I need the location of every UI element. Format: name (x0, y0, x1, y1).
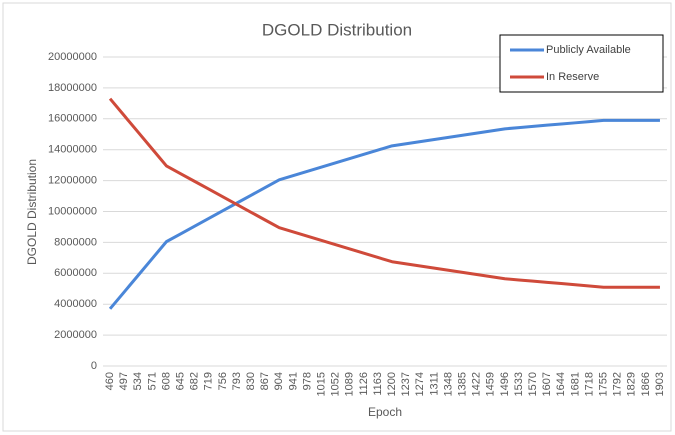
x-tick-label: 904 (273, 372, 285, 390)
x-tick-label: 719 (203, 372, 215, 390)
y-tick-label: 10000000 (48, 205, 97, 217)
x-tick-label: 1459 (485, 372, 497, 396)
y-tick-label: 18000000 (48, 82, 97, 94)
x-tick-label: 1792 (612, 372, 624, 396)
x-tick-label: 1422 (471, 372, 483, 396)
x-tick-label: 497 (118, 372, 130, 390)
x-tick-label: 1903 (654, 372, 666, 396)
x-tick-label: 793 (231, 372, 243, 390)
x-tick-label: 1274 (414, 372, 426, 396)
x-tick-label: 1015 (315, 372, 327, 396)
y-tick-label: 8000000 (54, 236, 97, 248)
series-line (108, 97, 660, 289)
x-tick-label: 571 (146, 372, 158, 390)
x-tick-label: 1607 (541, 372, 553, 396)
series-line (108, 118, 660, 310)
x-tick-label: 1533 (513, 372, 525, 396)
y-axis-title: DGOLD Distribution (25, 159, 39, 265)
x-tick-label: 682 (189, 372, 201, 390)
x-tick-label: 1052 (330, 372, 342, 396)
x-tick-label: 1570 (527, 372, 539, 396)
y-tick-label: 14000000 (48, 144, 97, 156)
x-tick-label: 1163 (372, 372, 384, 396)
y-tick-label: 20000000 (48, 51, 97, 63)
x-tick-label: 1866 (640, 372, 652, 396)
x-tick-label: 1200 (386, 372, 398, 396)
x-tick-label: 1311 (428, 372, 440, 396)
x-tick-label: 867 (259, 372, 271, 390)
chart-title: DGOLD Distribution (262, 20, 412, 39)
x-tick-label: 1829 (626, 372, 638, 396)
x-tick-label: 941 (287, 372, 299, 390)
x-tick-label: 608 (160, 372, 172, 390)
x-tick-label: 1644 (555, 372, 567, 396)
x-tick-label: 1681 (569, 372, 581, 396)
y-tick-label: 12000000 (48, 175, 97, 187)
x-tick-label: 1089 (344, 372, 356, 396)
x-tick-label: 1237 (400, 372, 412, 396)
legend-label: In Reserve (546, 71, 599, 83)
y-tick-label: 0 (91, 360, 97, 372)
x-tick-label: 978 (301, 372, 313, 390)
x-tick-label: 1348 (442, 372, 454, 396)
x-tick-label: 830 (245, 372, 257, 390)
legend-label: Publicly Available (546, 44, 631, 56)
x-tick-label: 1496 (499, 372, 511, 396)
x-tick-label: 1755 (597, 372, 609, 396)
x-tick-label: 1385 (456, 372, 468, 396)
legend-box (499, 34, 664, 93)
y-tick-label: 16000000 (48, 113, 97, 125)
x-tick-label: 756 (217, 372, 229, 390)
y-tick-label: 2000000 (54, 329, 97, 341)
x-tick-label: 1718 (583, 372, 595, 396)
x-tick-label: 1126 (358, 372, 370, 396)
y-tick-label: 4000000 (54, 298, 97, 310)
x-axis-title: Epoch (368, 405, 402, 419)
x-tick-label: 645 (174, 372, 186, 390)
y-tick-label: 6000000 (54, 267, 97, 279)
x-tick-label: 534 (132, 372, 144, 390)
x-tick-label: 460 (104, 372, 116, 390)
